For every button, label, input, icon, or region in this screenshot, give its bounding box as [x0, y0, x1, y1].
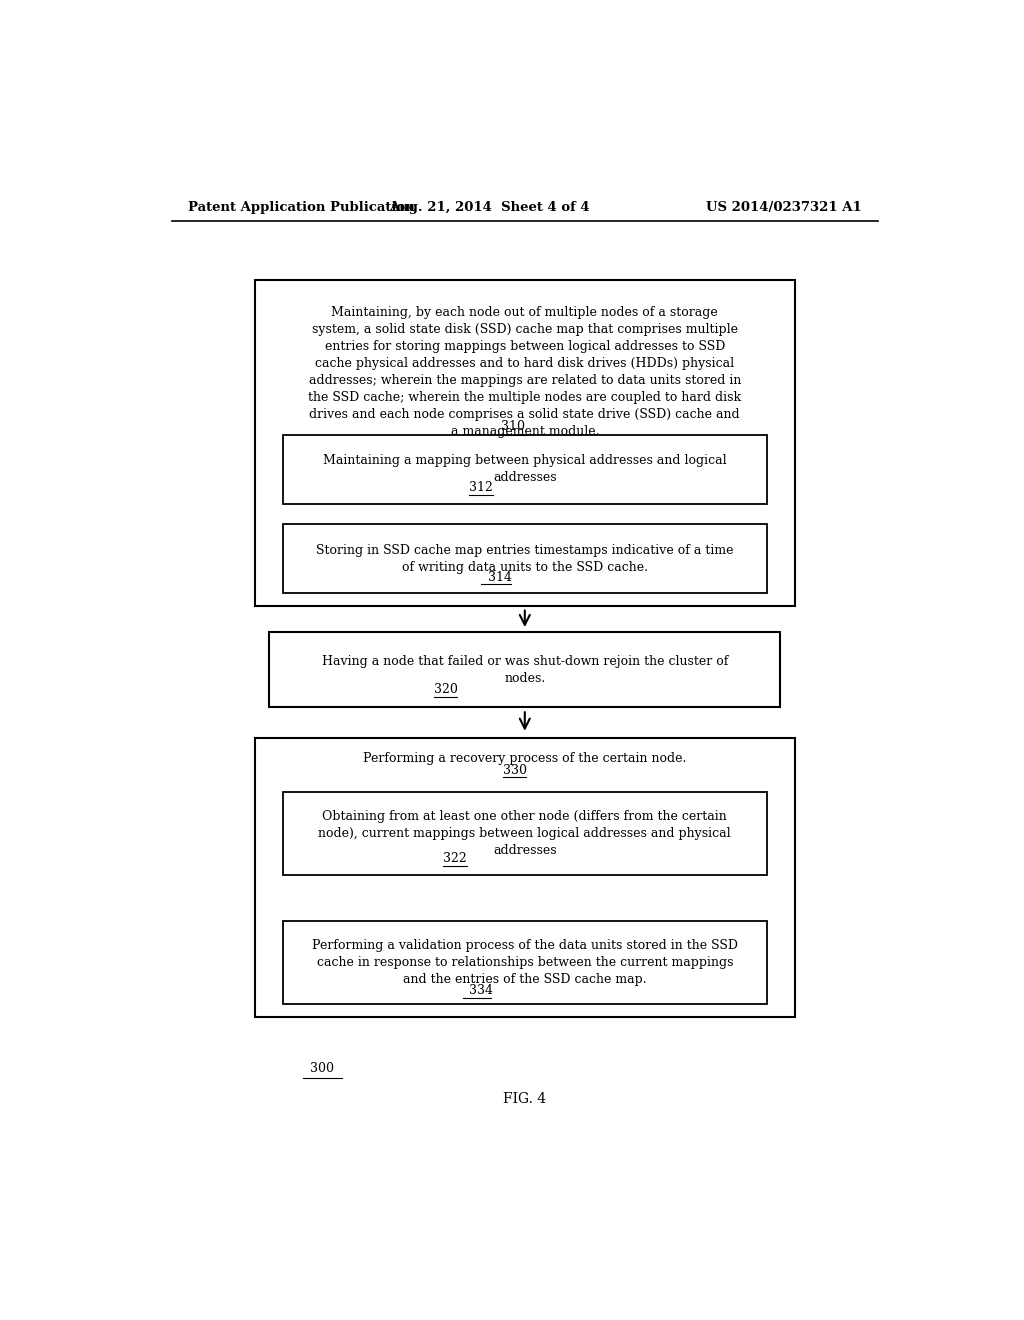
Text: Performing a validation process of the data units stored in the SSD
cache in res: Performing a validation process of the d…	[311, 939, 738, 986]
Text: 310: 310	[501, 420, 525, 433]
Text: Maintaining a mapping between physical addresses and logical
addresses: Maintaining a mapping between physical a…	[323, 454, 727, 484]
Text: 322: 322	[443, 853, 467, 865]
Text: Storing in SSD cache map entries timestamps indicative of a time
of writing data: Storing in SSD cache map entries timesta…	[316, 544, 733, 574]
Bar	[283, 524, 767, 594]
Text: Maintaining, by each node out of multiple nodes of a storage
system, a solid sta: Maintaining, by each node out of multipl…	[308, 306, 741, 438]
Text: Obtaining from at least one other node (differs from the certain
node), current : Obtaining from at least one other node (…	[318, 809, 731, 857]
Bar	[255, 280, 795, 606]
Bar	[283, 434, 767, 504]
Text: Performing a recovery process of the certain node.: Performing a recovery process of the cer…	[364, 751, 686, 764]
Bar	[283, 792, 767, 875]
Text: 320: 320	[433, 684, 458, 697]
Text: 312: 312	[469, 482, 494, 494]
Text: FIG. 4: FIG. 4	[503, 1092, 547, 1106]
Text: Aug. 21, 2014  Sheet 4 of 4: Aug. 21, 2014 Sheet 4 of 4	[389, 201, 590, 214]
Text: Having a node that failed or was shut-down rejoin the cluster of
nodes.: Having a node that failed or was shut-do…	[322, 655, 728, 685]
Text: 300: 300	[310, 1061, 335, 1074]
Bar	[255, 738, 795, 1018]
Bar	[283, 921, 767, 1005]
Text: 314: 314	[487, 570, 512, 583]
Text: Patent Application Publication: Patent Application Publication	[187, 201, 415, 214]
Text: US 2014/0237321 A1: US 2014/0237321 A1	[707, 201, 862, 214]
Text: 334: 334	[469, 985, 494, 998]
Text: 330: 330	[503, 764, 526, 776]
Bar	[269, 632, 780, 708]
